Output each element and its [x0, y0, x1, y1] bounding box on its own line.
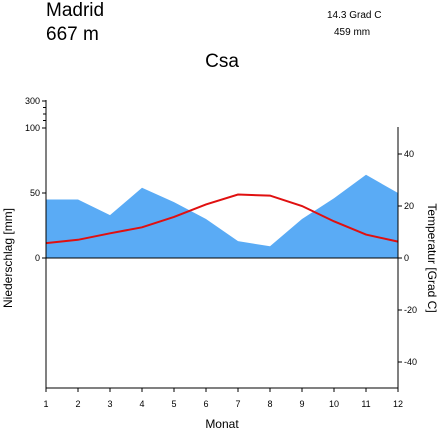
x-tick-label: 1 [43, 399, 48, 409]
x-tick-label: 12 [393, 399, 403, 409]
x-tick-label: 9 [299, 399, 304, 409]
station-name: Madrid [46, 0, 104, 21]
x-tick-label: 7 [235, 399, 240, 409]
x-tick-label: 10 [329, 399, 339, 409]
temperature-line [45, 193, 399, 245]
x-tick-label: 4 [139, 399, 144, 409]
climate-class-title: Csa [205, 51, 239, 72]
mean-temperature: 14.3 Grad C [327, 10, 381, 21]
right-tick-label: 20 [404, 201, 414, 211]
precipitation-area-layer [46, 174, 398, 258]
left-tick-label: 300 [25, 96, 40, 106]
x-tick-label: 3 [107, 399, 112, 409]
right-axis-title: Temperatur [Grad C] [425, 203, 439, 312]
left-tick-label: 0 [35, 253, 40, 263]
right-tick-label: -20 [404, 305, 417, 315]
left-tick-label: 50 [30, 188, 40, 198]
left-axis-title: Niederschlag [mm] [1, 208, 15, 308]
temperature-line-layer [45, 193, 399, 245]
x-tick-label: 11 [361, 399, 370, 409]
x-tick-label: 6 [203, 399, 208, 409]
precipitation-area [46, 174, 398, 258]
x-axis-title: Monat [205, 417, 239, 430]
x-tick-label: 8 [267, 399, 272, 409]
right-tick-label: 0 [404, 253, 409, 263]
station-elevation: 667 m [46, 24, 99, 45]
right-tick-label: -40 [404, 357, 417, 367]
right-tick-label: 40 [404, 149, 414, 159]
annual-precipitation: 459 mm [334, 27, 370, 38]
x-tick-label: 5 [171, 399, 176, 409]
left-tick-label: 100 [25, 123, 40, 133]
x-tick-label: 2 [75, 399, 80, 409]
